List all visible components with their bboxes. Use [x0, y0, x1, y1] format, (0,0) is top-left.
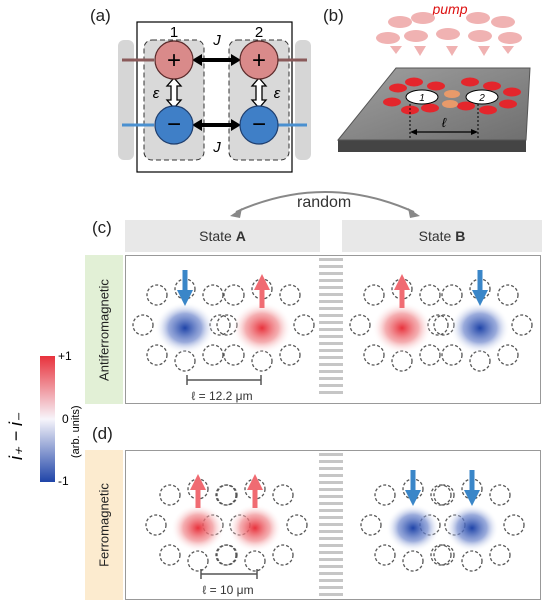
pump-spots: [383, 77, 521, 115]
spot-blue: [155, 302, 215, 354]
random-label: random: [297, 194, 352, 211]
right-edge-bar: [295, 40, 311, 160]
arrow-up-icon: [247, 474, 263, 490]
panel-label-a: (a): [90, 6, 111, 25]
site-1-label: 1: [170, 24, 178, 41]
distance-label: ℓ: [442, 115, 447, 130]
middle-spots: [442, 90, 460, 108]
site-1-label: 1: [419, 93, 425, 104]
arrow-up-icon: [190, 474, 206, 490]
plus-sign: +: [167, 47, 181, 74]
spot-red: [372, 302, 432, 354]
eps-label-right: ε: [274, 85, 281, 102]
spot-blue: [450, 302, 510, 354]
site-2-label: 2: [478, 93, 485, 104]
minus-state-1: [154, 105, 194, 145]
plus-sign: +: [252, 47, 266, 74]
colorbar: [40, 356, 55, 482]
pump-label: pump: [431, 1, 467, 17]
arrow-down-icon: [464, 490, 480, 506]
separator-c: [319, 258, 343, 394]
state-b-header: State B: [342, 220, 542, 252]
spot-red: [228, 504, 282, 552]
arrow-up-icon: [394, 274, 410, 290]
arrow-down-icon: [177, 290, 193, 306]
spot-red: [171, 504, 225, 552]
eps-label-left: ε: [153, 85, 160, 102]
panel-label-c: (c): [92, 218, 112, 237]
random-arrow: [230, 191, 420, 218]
spot-blue: [445, 504, 499, 552]
minus-state-2: [239, 105, 279, 145]
left-edge-bar: [118, 40, 134, 160]
antiferro-tag: Antiferromagnetic: [85, 255, 123, 404]
scale-label-d: ℓ = 10 μm: [202, 583, 253, 597]
minus-sign: −: [252, 111, 266, 138]
panel-label-d: (d): [92, 424, 113, 443]
scale-label-c: ℓ = 12.2 μm: [191, 389, 252, 403]
separator-d: [319, 453, 343, 596]
panel-label-b: (b): [323, 6, 344, 25]
state-a-header: State A: [125, 220, 320, 252]
colorbar-axis-label: i₊ − i₋: [6, 412, 26, 460]
plus-state-2: [239, 40, 279, 80]
ferro-tag: Ferromagnetic: [85, 450, 123, 600]
site-2-label: 2: [255, 24, 263, 41]
colorbar-max: +1: [58, 349, 72, 363]
pump-beams: [376, 12, 522, 56]
pump-substrate-diagram: pump 1 2 ℓ: [336, 1, 531, 152]
arrow-down-icon: [405, 490, 421, 506]
coupled-sites-diagram: + + − − 1 2 J J ε ε: [118, 21, 311, 173]
spot-blue: [386, 504, 440, 552]
arrow-up-icon: [254, 274, 270, 290]
colorbar-min: -1: [58, 474, 69, 488]
colorbar-units: (arb. units): [70, 405, 82, 458]
j-label-bottom: J: [212, 139, 221, 156]
spot-red: [232, 302, 292, 354]
arrow-down-icon: [472, 290, 488, 306]
plus-state-1: [154, 40, 194, 80]
minus-sign: −: [167, 111, 181, 138]
colorbar-mid: 0: [62, 412, 69, 426]
j-label-top: J: [212, 32, 221, 49]
